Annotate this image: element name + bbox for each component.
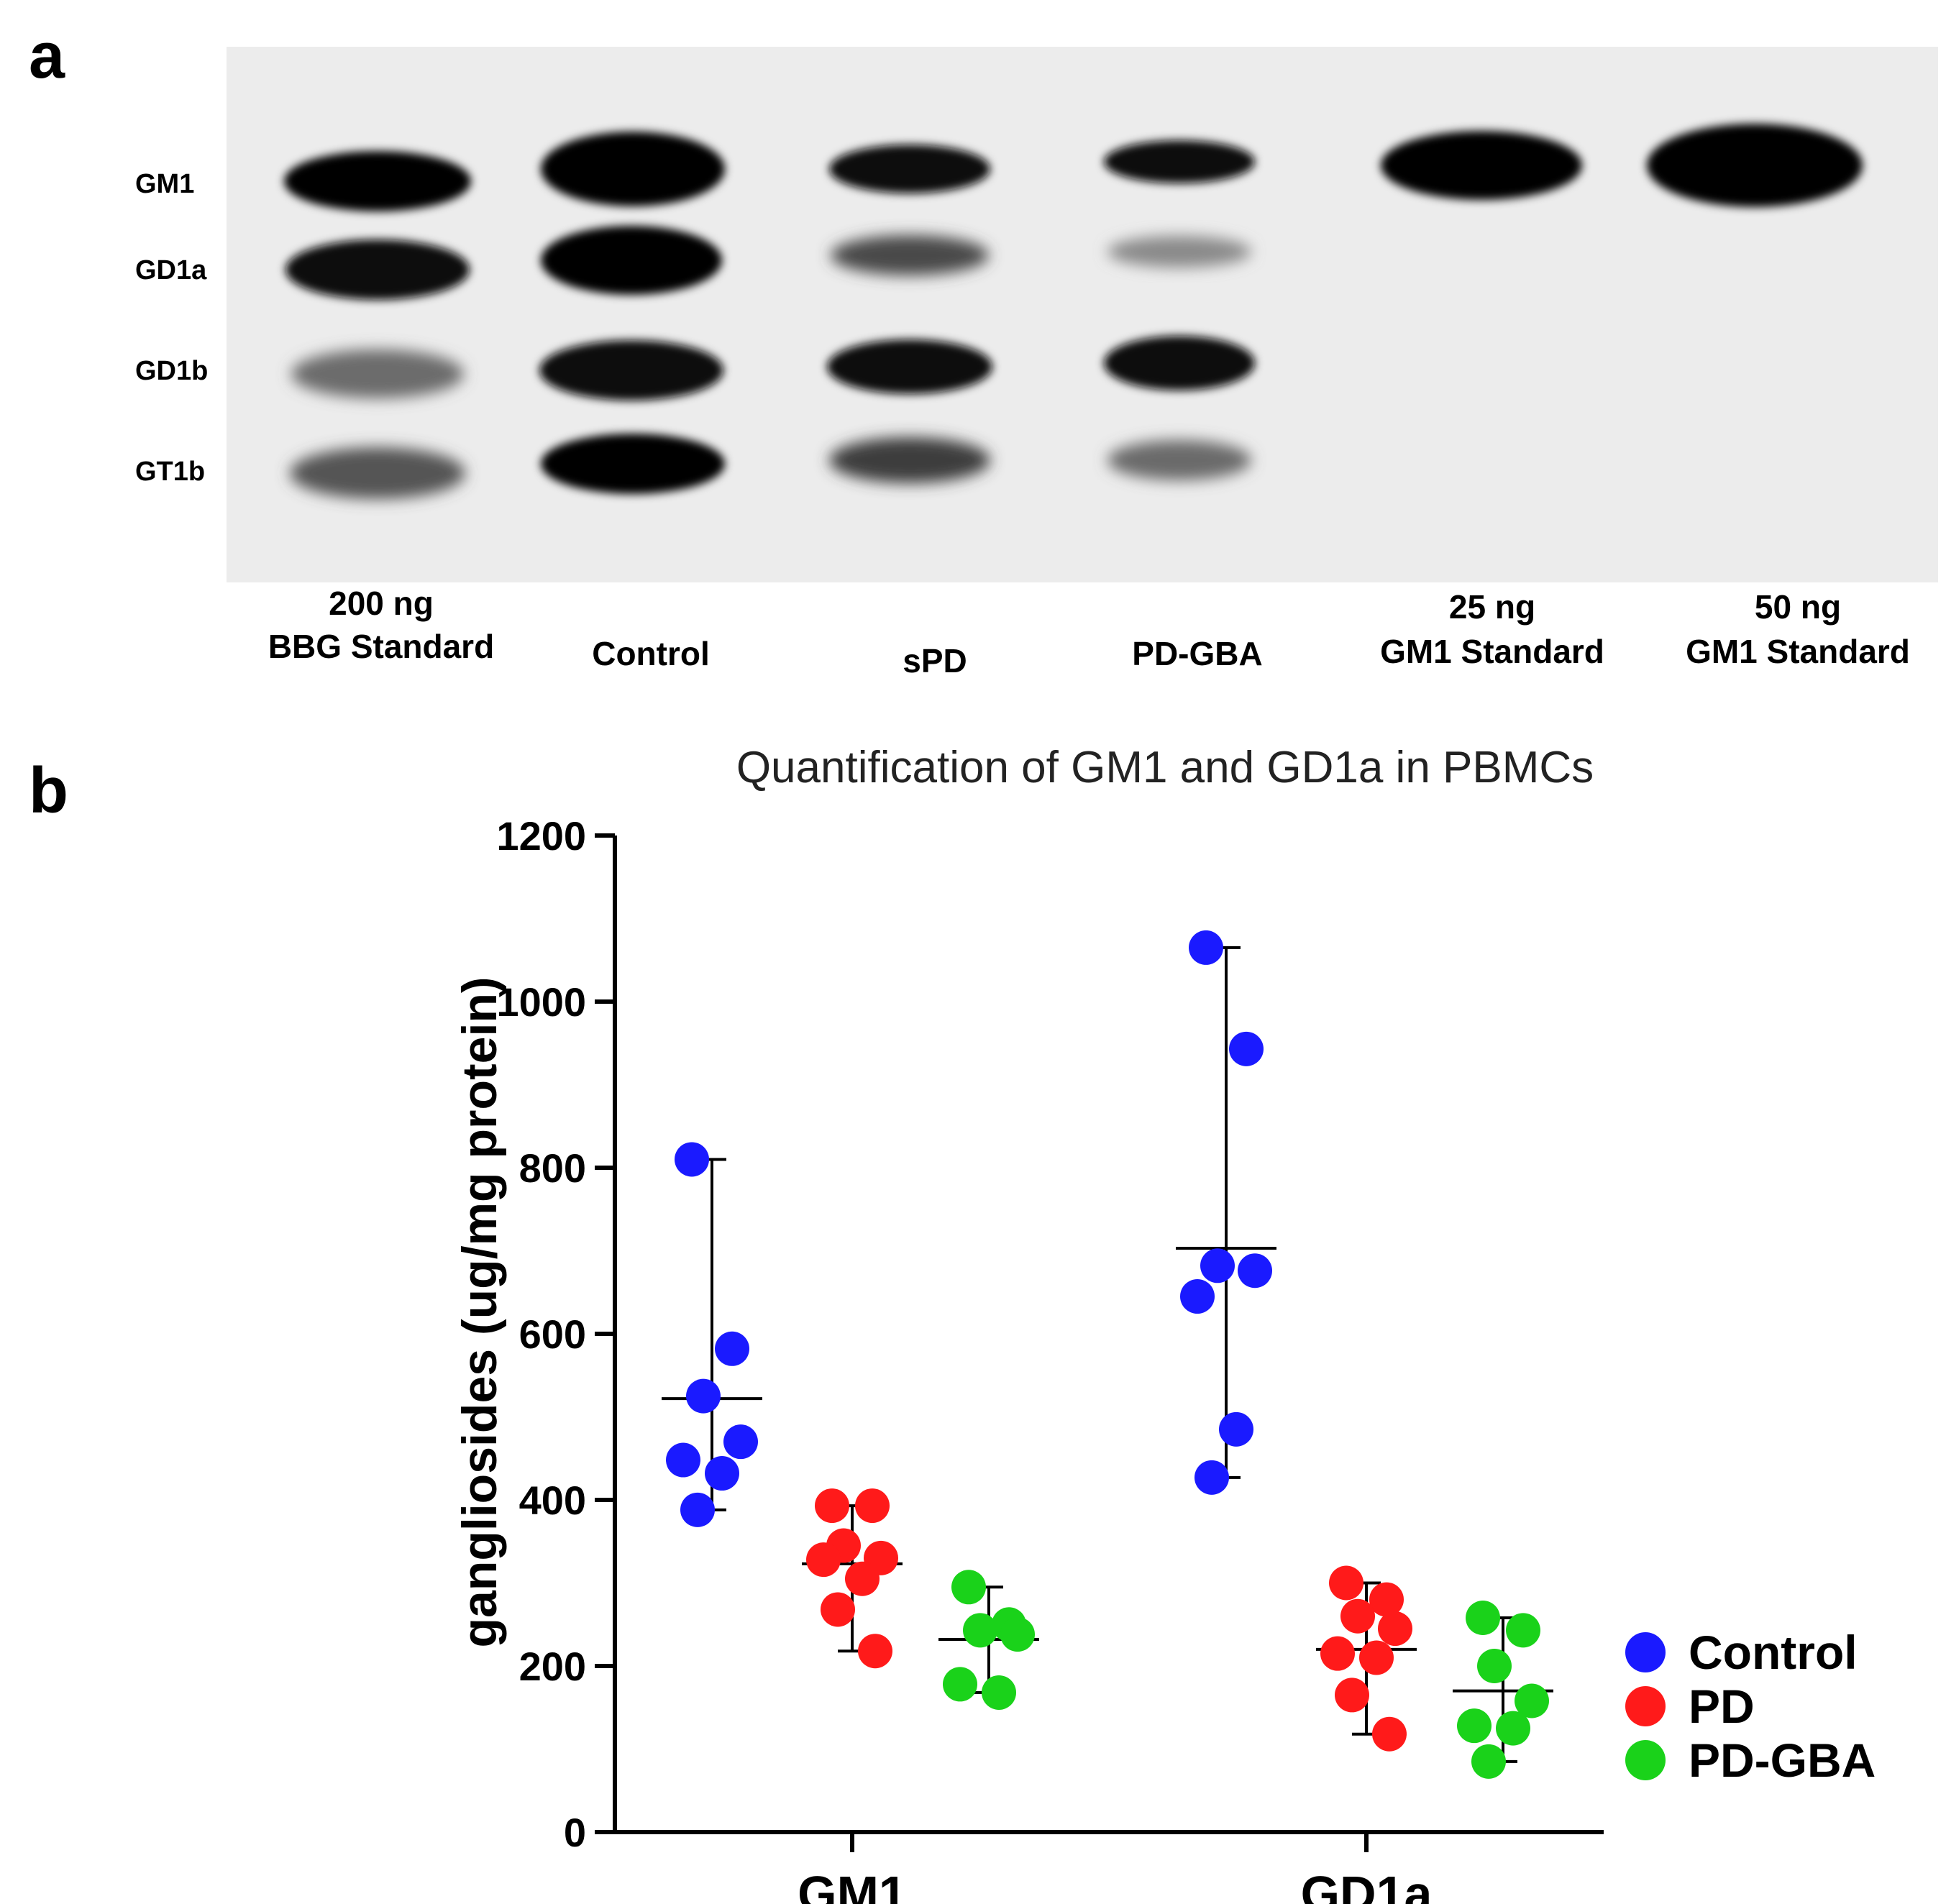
- data-point: [723, 1424, 758, 1460]
- y-tick-label: 800: [519, 1145, 586, 1191]
- lane-labels: 200 ng BBG Standard Control sPD PD-GBA 25 ng G…: [268, 585, 1910, 679]
- data-point: [1369, 1582, 1404, 1617]
- band-bbg-gt1b: [290, 447, 465, 499]
- band-label: GM1: [135, 169, 194, 199]
- tlc-plate-background: [227, 47, 1938, 582]
- data-point: [1466, 1601, 1500, 1636]
- data-point: [963, 1613, 997, 1648]
- data-point: [815, 1488, 849, 1524]
- lane-label-line1: 50 ng: [1755, 588, 1841, 626]
- lane-label-line2: BBG Standard: [268, 628, 494, 665]
- data-point: [845, 1561, 880, 1596]
- data-point: [1219, 1411, 1253, 1447]
- data-point: [1477, 1649, 1512, 1683]
- band-label: GD1b: [135, 356, 208, 386]
- band-spd-gd1a: [831, 235, 989, 275]
- band-spd-gd1b: [827, 339, 992, 394]
- data-point: [1359, 1640, 1394, 1675]
- y-tick-label: 0: [564, 1810, 586, 1855]
- data-point: [1340, 1598, 1375, 1634]
- data-point: [1180, 1279, 1215, 1314]
- legend-marker: [1625, 1686, 1666, 1726]
- data-point: [1372, 1716, 1407, 1752]
- panel-a-letter: a: [29, 20, 65, 92]
- band-pdgba-gd1a: [1107, 236, 1251, 267]
- data-point: [1320, 1636, 1355, 1671]
- legend-label: Control: [1689, 1626, 1858, 1679]
- chart-axes: 0 200 400 600 800 1000 1200 GM1 GD1a: [496, 813, 1604, 1904]
- data-point: [1238, 1253, 1272, 1289]
- data-point: [675, 1142, 709, 1177]
- y-tick-label: 1000: [496, 979, 586, 1025]
- data-point: [1471, 1744, 1506, 1779]
- band-bbg-gm1: [284, 151, 471, 211]
- y-tick-label: 400: [519, 1478, 586, 1523]
- lane-label-line2: GM1 Standard: [1686, 633, 1910, 670]
- band-pdgba-gt1b: [1107, 440, 1251, 480]
- data-point: [951, 1570, 986, 1605]
- lane-label-line2: GM1 Standard: [1380, 633, 1604, 670]
- data-point: [806, 1542, 841, 1578]
- y-tick-label: 200: [519, 1644, 586, 1689]
- data-point: [1335, 1678, 1369, 1713]
- data-point: [1329, 1565, 1363, 1601]
- data-point: [821, 1592, 855, 1627]
- error-bars: [662, 946, 1553, 1763]
- data-point: [1229, 1031, 1264, 1066]
- band-control-gt1b: [541, 434, 725, 494]
- y-tick-label: 600: [519, 1312, 586, 1357]
- band-spd-gm1: [829, 145, 990, 193]
- band-control-gd1a: [541, 226, 722, 295]
- band-control-gm1: [541, 132, 725, 206]
- band-pdgba-gd1b: [1104, 336, 1255, 390]
- data-point: [715, 1331, 749, 1366]
- data-point: [982, 1675, 1016, 1710]
- panel-b-letter: b: [29, 755, 68, 827]
- data-point: [1200, 1248, 1235, 1283]
- band-gm1-50ng: [1647, 124, 1863, 207]
- band-pdgba-gm1: [1104, 140, 1255, 183]
- band-labels: GM1 GD1a GD1b GT1b: [135, 169, 208, 487]
- y-axis-label: gangliosides (ug/mg protein): [452, 976, 507, 1647]
- tlc-plate: [227, 47, 1938, 582]
- lane-label-line1: 200 ng: [329, 585, 434, 622]
- legend-marker: [1625, 1740, 1666, 1780]
- band-label: GT1b: [135, 457, 205, 487]
- legend-marker: [1625, 1632, 1666, 1672]
- band-spd-gt1b: [829, 437, 990, 483]
- band-label: GD1a: [135, 255, 207, 285]
- data-point: [680, 1492, 715, 1527]
- data-point: [943, 1667, 977, 1702]
- data-point: [1000, 1617, 1035, 1652]
- data-point: [666, 1442, 700, 1478]
- data-point: [1496, 1711, 1530, 1746]
- data-point: [1515, 1683, 1549, 1718]
- data-point: [1506, 1613, 1540, 1648]
- data-point: [1457, 1708, 1492, 1744]
- legend-label: PD: [1689, 1680, 1755, 1733]
- band-gm1-25ng: [1381, 131, 1582, 200]
- lane-label-line2: sPD: [903, 642, 967, 679]
- data-point: [858, 1634, 892, 1669]
- data-point: [855, 1488, 890, 1524]
- legend-label: PD-GBA: [1689, 1734, 1876, 1787]
- y-tick-label: 1200: [496, 813, 586, 859]
- band-control-gd1b: [539, 340, 723, 401]
- data-point: [1194, 1460, 1229, 1495]
- lane-label-line1: 25 ng: [1449, 588, 1535, 626]
- x-category-label: GD1a: [1301, 1866, 1433, 1904]
- band-bbg-gd1b: [291, 349, 464, 398]
- lane-label-line2: PD-GBA: [1132, 635, 1262, 672]
- band-bbg-gd1a: [285, 239, 470, 300]
- x-category-label: GM1: [798, 1866, 907, 1904]
- chart-title: Quantification of GM1 and GD1a in PBMCs: [736, 743, 1594, 792]
- data-point: [686, 1378, 721, 1414]
- data-point: [705, 1456, 739, 1491]
- data-point: [1378, 1611, 1412, 1647]
- data-points: [666, 930, 1549, 1779]
- lane-label-line2: Control: [592, 635, 710, 672]
- data-point: [1189, 930, 1223, 965]
